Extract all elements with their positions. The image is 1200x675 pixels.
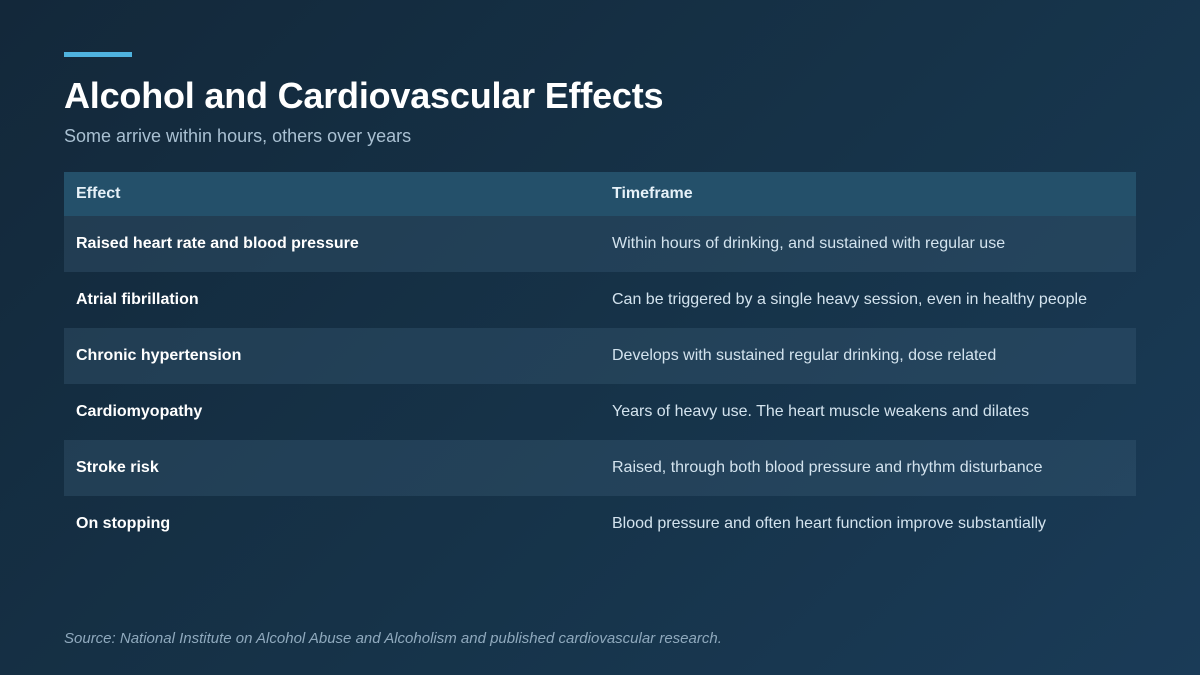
timeframe-cell: Can be triggered by a single heavy sessi… — [612, 291, 1087, 308]
effect-cell: Raised heart rate and blood pressure — [76, 235, 359, 252]
column-header-effect: Effect — [76, 185, 121, 202]
accent-bar — [64, 52, 132, 57]
effects-table: Effect Timeframe Raised heart rate and b… — [64, 172, 1136, 552]
timeframe-cell: Years of heavy use. The heart muscle wea… — [612, 403, 1030, 420]
table-row: On stopping Blood pressure and often hea… — [64, 496, 1136, 552]
effect-cell: Chronic hypertension — [76, 347, 242, 364]
timeframe-cell: Within hours of drinking, and sustained … — [612, 235, 1006, 252]
effect-cell: Cardiomyopathy — [76, 403, 203, 420]
table-header: Effect Timeframe — [64, 172, 1136, 216]
page-subtitle: Some arrive within hours, others over ye… — [64, 126, 412, 146]
table-row: Stroke risk Raised, through both blood p… — [64, 440, 1136, 496]
timeframe-cell: Blood pressure and often heart function … — [612, 515, 1047, 532]
effect-cell: Stroke risk — [76, 459, 159, 476]
table-row: Raised heart rate and blood pressure Wit… — [64, 216, 1136, 272]
column-header-timeframe: Timeframe — [612, 185, 693, 202]
timeframe-cell: Develops with sustained regular drinking… — [612, 347, 997, 364]
table-row: Atrial fibrillation Can be triggered by … — [64, 272, 1136, 328]
timeframe-cell: Raised, through both blood pressure and … — [612, 459, 1043, 476]
table-row: Cardiomyopathy Years of heavy use. The h… — [64, 384, 1136, 440]
table-row: Chronic hypertension Develops with susta… — [64, 328, 1136, 384]
page-title: Alcohol and Cardiovascular Effects — [64, 75, 664, 116]
effect-cell: Atrial fibrillation — [76, 291, 199, 308]
source-note: Source: National Institute on Alcohol Ab… — [64, 630, 722, 647]
effect-cell: On stopping — [76, 515, 171, 532]
